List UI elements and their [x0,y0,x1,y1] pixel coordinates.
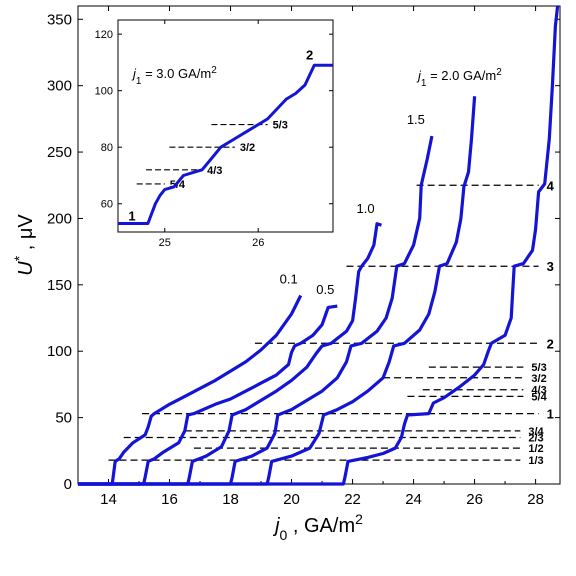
y-tick-label: 150 [47,277,72,294]
ref-label-2: 2 [547,336,554,351]
ref-label-4: 4 [547,178,555,193]
x-tick-label: 16 [161,491,178,508]
inset-curve [118,63,333,225]
x-tick-label: 26 [466,491,483,508]
inset-y-tick-label: 60 [101,199,113,211]
y-tick-label: 100 [47,343,72,360]
y-tick-label: 250 [47,144,72,161]
x-tick-label: 28 [527,491,544,508]
x-tick-label: 24 [405,491,422,508]
ref-label-5-4: 5/4 [531,391,547,403]
x-tick-label: 14 [100,491,117,508]
inset-frame [117,19,334,233]
ref-label-4-3: 4/3 [531,385,546,397]
ref-label-1: 1 [547,407,554,422]
inset-ref-label-4-3: 4/3 [207,165,222,177]
ref-label-3-2: 3/2 [531,373,546,385]
ref-label-2-3: 2/3 [528,433,543,445]
inset-y-tick-label: 100 [95,86,113,98]
inset-end-label-1: 1 [128,209,135,224]
curve-label-1-5: 1.5 [407,112,425,127]
y-tick-label: 200 [47,210,72,227]
curve-1-5 [78,135,434,486]
curve-0-1 [78,294,303,486]
inset-x-tick-label: 26 [252,237,264,249]
inset-y-tick-label: 80 [101,142,113,154]
x-tick-label: 20 [283,491,300,508]
curve-label-1-0: 1.0 [356,201,374,216]
x-tick-label: 18 [222,491,239,508]
inset-end-label-2: 2 [306,48,313,63]
inset-y-tick-label: 120 [95,29,113,41]
inset-ref-label-5-3: 5/3 [273,120,288,132]
curve-label-0-5: 0.5 [316,282,334,297]
x-axis-label: j0 , GA/m2 [272,511,363,543]
y-tick-label: 50 [55,410,72,427]
curve-1-0 [78,222,382,486]
ref-label-3: 3 [547,259,554,274]
y-axis-label: U* , μV [11,214,37,276]
ref-label-1-2: 1/2 [528,443,543,455]
curve-2-0 [78,96,477,486]
curve-0-5 [78,304,338,486]
j1-annotation: j1 = 2.0 GA/m2 [416,67,502,89]
curve-label-0-1: 0.1 [280,271,298,286]
inset-x-tick-label: 25 [159,237,171,249]
y-tick-label: 300 [47,78,72,95]
ref-label-3-4: 3/4 [528,426,544,438]
curve-3-0 [78,5,560,486]
inset-j1-annotation: j1 = 3.0 GA/m2 [131,65,217,87]
y-tick-label: 0 [64,476,72,493]
ref-label-5-3: 5/3 [531,362,546,374]
x-tick-label: 22 [344,491,361,508]
ref-label-1-3: 1/3 [528,455,543,467]
inset-ref-label-3-2: 3/2 [240,142,255,154]
y-tick-label: 350 [47,11,72,28]
